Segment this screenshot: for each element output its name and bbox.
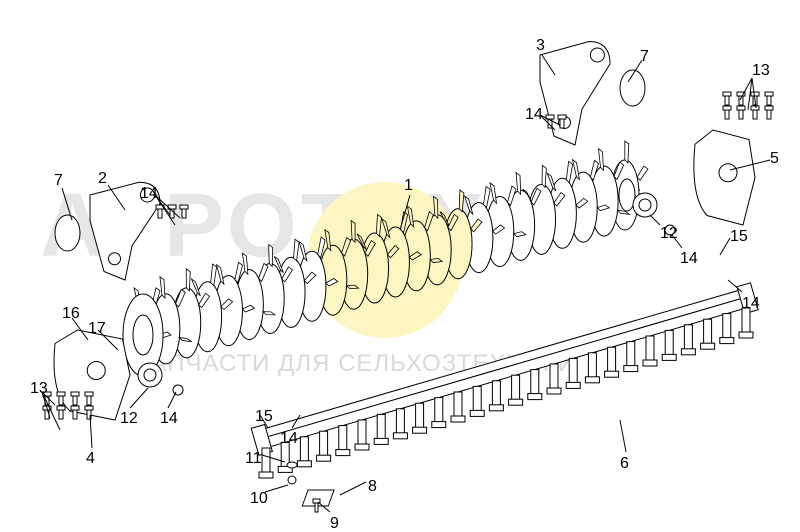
callout-16: 16 — [62, 305, 80, 323]
callout-9: 9 — [330, 515, 339, 532]
callout-2: 2 — [98, 170, 107, 188]
callout-14: 14 — [525, 106, 543, 124]
callout-1: 1 — [404, 177, 413, 195]
callout-5: 5 — [770, 150, 779, 168]
callout-12: 12 — [660, 225, 678, 243]
callout-14: 14 — [280, 430, 298, 448]
callout-4: 4 — [86, 450, 95, 468]
callout-6: 6 — [620, 455, 629, 473]
callout-7: 7 — [640, 48, 649, 66]
callout-14: 14 — [680, 250, 698, 268]
callout-14: 14 — [140, 185, 158, 203]
callout-13: 13 — [752, 62, 770, 80]
callout-7: 7 — [54, 172, 63, 190]
callout-8: 8 — [368, 478, 377, 496]
callout-17: 17 — [88, 320, 106, 338]
diagram-canvas: АГРОТЕХ ЗАПЧАСТИ ДЛЯ СЕЛЬХОЗТЕХНИКИ 1234… — [0, 0, 800, 532]
callout-14: 14 — [160, 410, 178, 428]
callout-10: 10 — [250, 490, 268, 508]
callout-12: 12 — [120, 410, 138, 428]
callout-13: 13 — [30, 380, 48, 398]
callout-11: 11 — [245, 450, 262, 468]
callout-14: 14 — [742, 295, 760, 313]
callout-15: 15 — [255, 408, 273, 426]
callout-3: 3 — [536, 37, 545, 55]
callout-15: 15 — [730, 228, 748, 246]
